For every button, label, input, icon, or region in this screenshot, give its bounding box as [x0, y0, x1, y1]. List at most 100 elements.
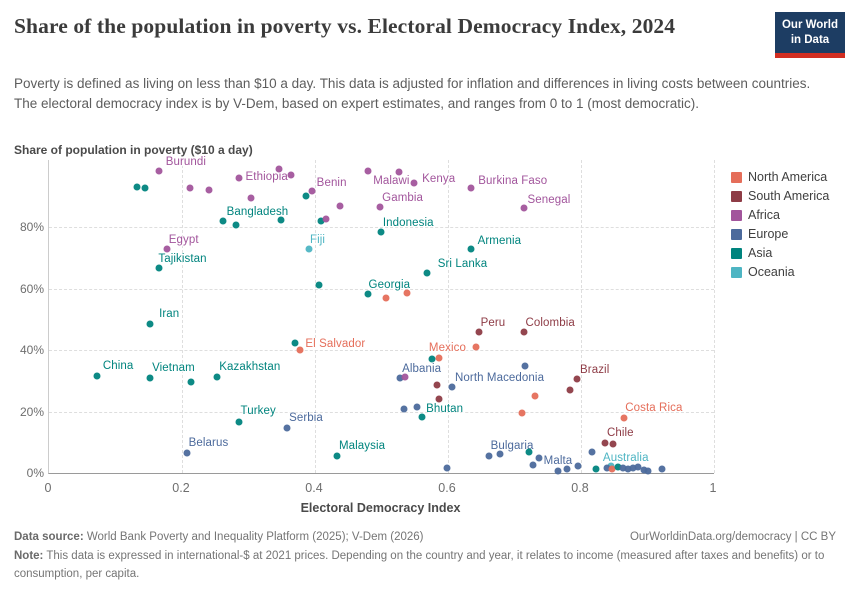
data-point-belarus[interactable]	[183, 449, 191, 457]
data-point-el-salvador[interactable]	[296, 346, 304, 354]
data-point-malawi[interactable]	[364, 167, 372, 175]
data-point-gambia[interactable]	[376, 203, 384, 211]
data-point[interactable]	[302, 192, 310, 200]
data-source-label: Data source:	[14, 531, 84, 543]
data-point[interactable]	[535, 454, 543, 462]
owid-logo[interactable]: Our World in Data	[775, 12, 845, 58]
country-label-malawi: Malawi	[373, 174, 410, 187]
legend-item-oceania[interactable]: Oceania	[731, 265, 829, 279]
legend-item-africa[interactable]: Africa	[731, 208, 829, 222]
data-point[interactable]	[603, 464, 611, 472]
data-point-armenia[interactable]	[467, 245, 475, 253]
data-point-brazil[interactable]	[573, 375, 581, 383]
data-point[interactable]	[247, 194, 255, 202]
legend-item-north_america[interactable]: North America	[731, 170, 829, 184]
country-label-albania: Albania	[402, 363, 442, 376]
data-point[interactable]	[563, 465, 571, 473]
data-point[interactable]	[629, 464, 637, 472]
data-point[interactable]	[614, 463, 622, 471]
data-point-egypt[interactable]	[163, 245, 171, 253]
data-point[interactable]	[443, 464, 451, 472]
data-point[interactable]	[624, 465, 632, 473]
data-point[interactable]	[644, 467, 652, 475]
data-point-bulgaria[interactable]	[485, 452, 493, 460]
data-point-malta[interactable]	[574, 462, 582, 470]
data-point[interactable]	[322, 215, 330, 223]
continent-legend: North America South America Africa Europe As…	[731, 170, 829, 284]
legend-item-europe[interactable]: Europe	[731, 227, 829, 241]
data-point-bhutan[interactable]	[418, 413, 426, 421]
data-point[interactable]	[640, 466, 648, 474]
data-point[interactable]	[291, 339, 299, 347]
data-point[interactable]	[403, 289, 411, 297]
data-point-burkina-faso[interactable]	[467, 184, 475, 192]
data-point[interactable]	[205, 186, 213, 194]
legend-item-asia[interactable]: Asia	[731, 246, 829, 260]
data-point[interactable]	[277, 216, 285, 224]
data-point[interactable]	[554, 467, 562, 475]
data-point-albania[interactable]	[396, 374, 404, 382]
data-point[interactable]	[529, 461, 537, 469]
data-point-iran[interactable]	[146, 320, 154, 328]
data-point-kazakhstan[interactable]	[213, 373, 221, 381]
data-point[interactable]	[658, 465, 666, 473]
data-point-serbia[interactable]	[283, 424, 291, 432]
data-point[interactable]	[608, 465, 616, 473]
data-point[interactable]	[588, 448, 596, 456]
data-point[interactable]	[521, 362, 529, 370]
country-label-malaysia: Malaysia	[338, 439, 386, 452]
data-point-colombia[interactable]	[520, 328, 528, 336]
data-point[interactable]	[317, 217, 325, 225]
data-point-malaysia[interactable]	[333, 452, 341, 460]
data-point[interactable]	[336, 202, 344, 209]
data-point-sri-lanka[interactable]	[423, 269, 431, 277]
data-point[interactable]	[401, 373, 409, 381]
data-point-senegal[interactable]	[520, 204, 528, 212]
data-point[interactable]	[400, 405, 408, 413]
country-label-kazakhstan: Kazakhstan	[219, 361, 281, 374]
data-point-peru[interactable]	[475, 328, 483, 336]
data-point[interactable]	[428, 355, 436, 363]
attribution-link[interactable]: OurWorldinData.org/democracy | CC BY	[629, 531, 836, 543]
data-point[interactable]	[531, 392, 539, 400]
data-point[interactable]	[496, 450, 504, 458]
data-point-mexico[interactable]	[472, 343, 480, 351]
data-point[interactable]	[315, 281, 323, 289]
data-point-turkey[interactable]	[235, 418, 243, 426]
data-point[interactable]	[133, 183, 141, 191]
data-point-ethiopia[interactable]	[235, 174, 243, 182]
data-point-georgia[interactable]	[364, 290, 372, 298]
data-point[interactable]	[634, 463, 642, 471]
data-point[interactable]	[141, 184, 149, 192]
data-point-vietnam[interactable]	[146, 374, 154, 382]
data-point-costa-rica[interactable]	[620, 414, 628, 422]
data-point[interactable]	[187, 378, 195, 386]
data-point[interactable]	[413, 403, 421, 411]
data-point-chile[interactable]	[601, 439, 609, 447]
data-point-tajikistan[interactable]	[155, 264, 163, 272]
data-point[interactable]	[232, 221, 240, 229]
data-point[interactable]	[382, 294, 390, 302]
legend-item-south_america[interactable]: South America	[731, 189, 829, 203]
data-point[interactable]	[186, 184, 194, 192]
data-point[interactable]	[435, 395, 443, 403]
data-point[interactable]	[435, 354, 443, 362]
data-point[interactable]	[592, 465, 600, 473]
data-point-china[interactable]	[93, 372, 101, 380]
data-point-burundi[interactable]	[155, 167, 163, 175]
data-point[interactable]	[518, 409, 526, 417]
data-point-kenya[interactable]	[410, 179, 418, 187]
data-point[interactable]	[395, 168, 403, 176]
data-point-fiji[interactable]	[305, 245, 313, 253]
data-point[interactable]	[525, 448, 533, 456]
data-point[interactable]	[609, 440, 617, 448]
data-point-north-macedonia[interactable]	[448, 383, 456, 391]
data-point-indonesia[interactable]	[377, 228, 385, 236]
data-point[interactable]	[619, 464, 627, 472]
data-point[interactable]	[433, 381, 441, 389]
data-point-benin[interactable]	[308, 187, 316, 195]
data-point[interactable]	[287, 171, 295, 179]
data-point[interactable]	[566, 386, 574, 394]
data-point[interactable]	[275, 165, 283, 173]
data-point-bangladesh[interactable]	[219, 217, 227, 225]
